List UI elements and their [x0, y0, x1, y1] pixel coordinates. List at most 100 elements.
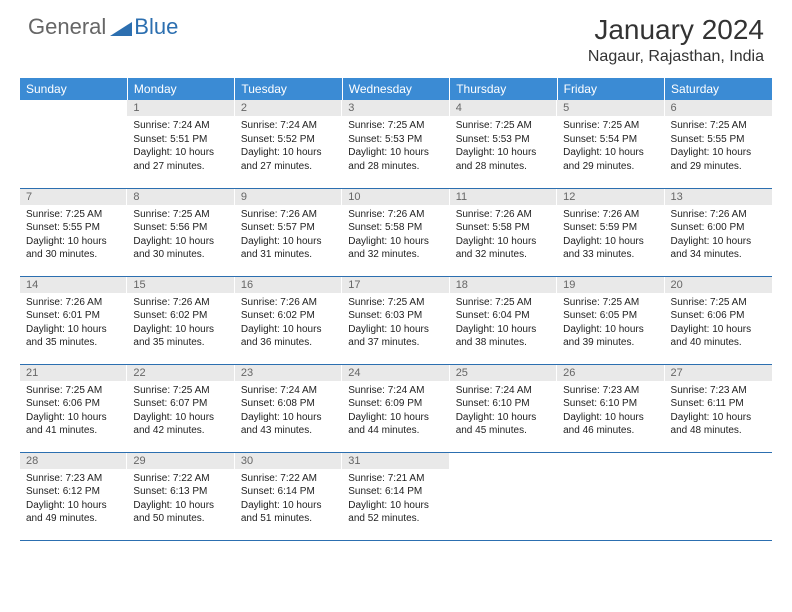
title-block: January 2024 Nagaur, Rajasthan, India: [588, 14, 764, 66]
calendar-day-cell: 20Sunrise: 7:25 AMSunset: 6:06 PMDayligh…: [665, 276, 772, 364]
calendar-day-cell: 31Sunrise: 7:21 AMSunset: 6:14 PMDayligh…: [342, 452, 449, 540]
calendar-day-cell: 18Sunrise: 7:25 AMSunset: 6:04 PMDayligh…: [450, 276, 557, 364]
day-number: 7: [20, 189, 127, 205]
day-content: Sunrise: 7:23 AMSunset: 6:10 PMDaylight:…: [557, 381, 664, 441]
day-header: Saturday: [665, 78, 772, 100]
day-number: 13: [665, 189, 772, 205]
day-header: Sunday: [20, 78, 127, 100]
calendar-table: SundayMondayTuesdayWednesdayThursdayFrid…: [20, 78, 772, 541]
calendar-day-cell: 1Sunrise: 7:24 AMSunset: 5:51 PMDaylight…: [127, 100, 234, 188]
calendar-day-cell: [20, 100, 127, 188]
calendar-day-cell: [665, 452, 772, 540]
calendar-day-cell: 14Sunrise: 7:26 AMSunset: 6:01 PMDayligh…: [20, 276, 127, 364]
calendar-day-cell: 26Sunrise: 7:23 AMSunset: 6:10 PMDayligh…: [557, 364, 664, 452]
location-text: Nagaur, Rajasthan, India: [588, 48, 764, 66]
calendar-day-cell: 6Sunrise: 7:25 AMSunset: 5:55 PMDaylight…: [665, 100, 772, 188]
calendar-day-cell: 17Sunrise: 7:25 AMSunset: 6:03 PMDayligh…: [342, 276, 449, 364]
day-number: 14: [20, 277, 127, 293]
calendar-day-cell: 9Sunrise: 7:26 AMSunset: 5:57 PMDaylight…: [235, 188, 342, 276]
day-number: 8: [127, 189, 234, 205]
calendar-day-cell: 11Sunrise: 7:26 AMSunset: 5:58 PMDayligh…: [450, 188, 557, 276]
calendar-day-cell: 19Sunrise: 7:25 AMSunset: 6:05 PMDayligh…: [557, 276, 664, 364]
page-header: General Blue January 2024 Nagaur, Rajast…: [0, 0, 792, 74]
calendar-week-row: 14Sunrise: 7:26 AMSunset: 6:01 PMDayligh…: [20, 276, 772, 364]
day-number: 18: [450, 277, 557, 293]
day-content: Sunrise: 7:24 AMSunset: 6:10 PMDaylight:…: [450, 381, 557, 441]
calendar-day-cell: 2Sunrise: 7:24 AMSunset: 5:52 PMDaylight…: [235, 100, 342, 188]
month-title: January 2024: [588, 14, 764, 46]
day-content: Sunrise: 7:25 AMSunset: 5:53 PMDaylight:…: [450, 116, 557, 176]
day-content: Sunrise: 7:26 AMSunset: 5:58 PMDaylight:…: [342, 205, 449, 265]
calendar-day-cell: 10Sunrise: 7:26 AMSunset: 5:58 PMDayligh…: [342, 188, 449, 276]
calendar-day-cell: 4Sunrise: 7:25 AMSunset: 5:53 PMDaylight…: [450, 100, 557, 188]
day-number: 24: [342, 365, 449, 381]
calendar-week-row: 28Sunrise: 7:23 AMSunset: 6:12 PMDayligh…: [20, 452, 772, 540]
day-number: 6: [665, 100, 772, 116]
day-content: Sunrise: 7:25 AMSunset: 6:06 PMDaylight:…: [665, 293, 772, 353]
calendar-day-cell: 25Sunrise: 7:24 AMSunset: 6:10 PMDayligh…: [450, 364, 557, 452]
day-content: Sunrise: 7:22 AMSunset: 6:13 PMDaylight:…: [127, 469, 234, 529]
day-content: Sunrise: 7:25 AMSunset: 6:04 PMDaylight:…: [450, 293, 557, 353]
calendar-day-cell: [557, 452, 664, 540]
day-number-bar: [665, 453, 772, 469]
day-number: 19: [557, 277, 664, 293]
day-number: 15: [127, 277, 234, 293]
calendar-day-cell: 24Sunrise: 7:24 AMSunset: 6:09 PMDayligh…: [342, 364, 449, 452]
day-number: 31: [342, 453, 449, 469]
day-content: Sunrise: 7:25 AMSunset: 6:03 PMDaylight:…: [342, 293, 449, 353]
day-header: Wednesday: [342, 78, 449, 100]
day-number: 25: [450, 365, 557, 381]
day-number: 20: [665, 277, 772, 293]
calendar-day-cell: 22Sunrise: 7:25 AMSunset: 6:07 PMDayligh…: [127, 364, 234, 452]
calendar-day-cell: 13Sunrise: 7:26 AMSunset: 6:00 PMDayligh…: [665, 188, 772, 276]
day-content: Sunrise: 7:26 AMSunset: 5:57 PMDaylight:…: [235, 205, 342, 265]
day-content: Sunrise: 7:23 AMSunset: 6:11 PMDaylight:…: [665, 381, 772, 441]
day-number: 4: [450, 100, 557, 116]
brand-part1: General: [28, 14, 106, 40]
day-number: 17: [342, 277, 449, 293]
calendar-body: 1Sunrise: 7:24 AMSunset: 5:51 PMDaylight…: [20, 100, 772, 540]
day-content: Sunrise: 7:23 AMSunset: 6:12 PMDaylight:…: [20, 469, 127, 529]
calendar-head: SundayMondayTuesdayWednesdayThursdayFrid…: [20, 78, 772, 100]
day-header: Friday: [557, 78, 664, 100]
day-content: Sunrise: 7:25 AMSunset: 5:53 PMDaylight:…: [342, 116, 449, 176]
calendar-week-row: 1Sunrise: 7:24 AMSunset: 5:51 PMDaylight…: [20, 100, 772, 188]
day-number-bar: [450, 453, 557, 469]
calendar-day-cell: 21Sunrise: 7:25 AMSunset: 6:06 PMDayligh…: [20, 364, 127, 452]
logo-triangle-icon: [110, 18, 132, 36]
day-content: Sunrise: 7:24 AMSunset: 5:51 PMDaylight:…: [127, 116, 234, 176]
calendar-day-cell: 8Sunrise: 7:25 AMSunset: 5:56 PMDaylight…: [127, 188, 234, 276]
day-number: 16: [235, 277, 342, 293]
day-number: 10: [342, 189, 449, 205]
day-number: 11: [450, 189, 557, 205]
calendar-day-cell: 5Sunrise: 7:25 AMSunset: 5:54 PMDaylight…: [557, 100, 664, 188]
day-content: Sunrise: 7:26 AMSunset: 6:02 PMDaylight:…: [127, 293, 234, 353]
day-header: Thursday: [450, 78, 557, 100]
calendar-day-cell: 30Sunrise: 7:22 AMSunset: 6:14 PMDayligh…: [235, 452, 342, 540]
day-content: Sunrise: 7:24 AMSunset: 6:09 PMDaylight:…: [342, 381, 449, 441]
day-content: Sunrise: 7:24 AMSunset: 5:52 PMDaylight:…: [235, 116, 342, 176]
day-content: Sunrise: 7:25 AMSunset: 6:05 PMDaylight:…: [557, 293, 664, 353]
day-content: Sunrise: 7:26 AMSunset: 6:00 PMDaylight:…: [665, 205, 772, 265]
calendar-day-cell: 27Sunrise: 7:23 AMSunset: 6:11 PMDayligh…: [665, 364, 772, 452]
day-content: Sunrise: 7:21 AMSunset: 6:14 PMDaylight:…: [342, 469, 449, 529]
day-header: Tuesday: [235, 78, 342, 100]
day-content: Sunrise: 7:26 AMSunset: 6:01 PMDaylight:…: [20, 293, 127, 353]
day-content: Sunrise: 7:24 AMSunset: 6:08 PMDaylight:…: [235, 381, 342, 441]
day-content: Sunrise: 7:25 AMSunset: 5:54 PMDaylight:…: [557, 116, 664, 176]
day-number: 30: [235, 453, 342, 469]
calendar-day-cell: [450, 452, 557, 540]
day-number: 1: [127, 100, 234, 116]
calendar-day-cell: 28Sunrise: 7:23 AMSunset: 6:12 PMDayligh…: [20, 452, 127, 540]
day-content: Sunrise: 7:25 AMSunset: 5:55 PMDaylight:…: [20, 205, 127, 265]
day-number: 26: [557, 365, 664, 381]
calendar-day-cell: 3Sunrise: 7:25 AMSunset: 5:53 PMDaylight…: [342, 100, 449, 188]
calendar-day-cell: 16Sunrise: 7:26 AMSunset: 6:02 PMDayligh…: [235, 276, 342, 364]
day-number: 21: [20, 365, 127, 381]
day-number: 23: [235, 365, 342, 381]
day-content: Sunrise: 7:25 AMSunset: 5:55 PMDaylight:…: [665, 116, 772, 176]
calendar-day-cell: 15Sunrise: 7:26 AMSunset: 6:02 PMDayligh…: [127, 276, 234, 364]
day-content: Sunrise: 7:25 AMSunset: 6:07 PMDaylight:…: [127, 381, 234, 441]
day-content: Sunrise: 7:25 AMSunset: 6:06 PMDaylight:…: [20, 381, 127, 441]
day-number-bar: [557, 453, 664, 469]
